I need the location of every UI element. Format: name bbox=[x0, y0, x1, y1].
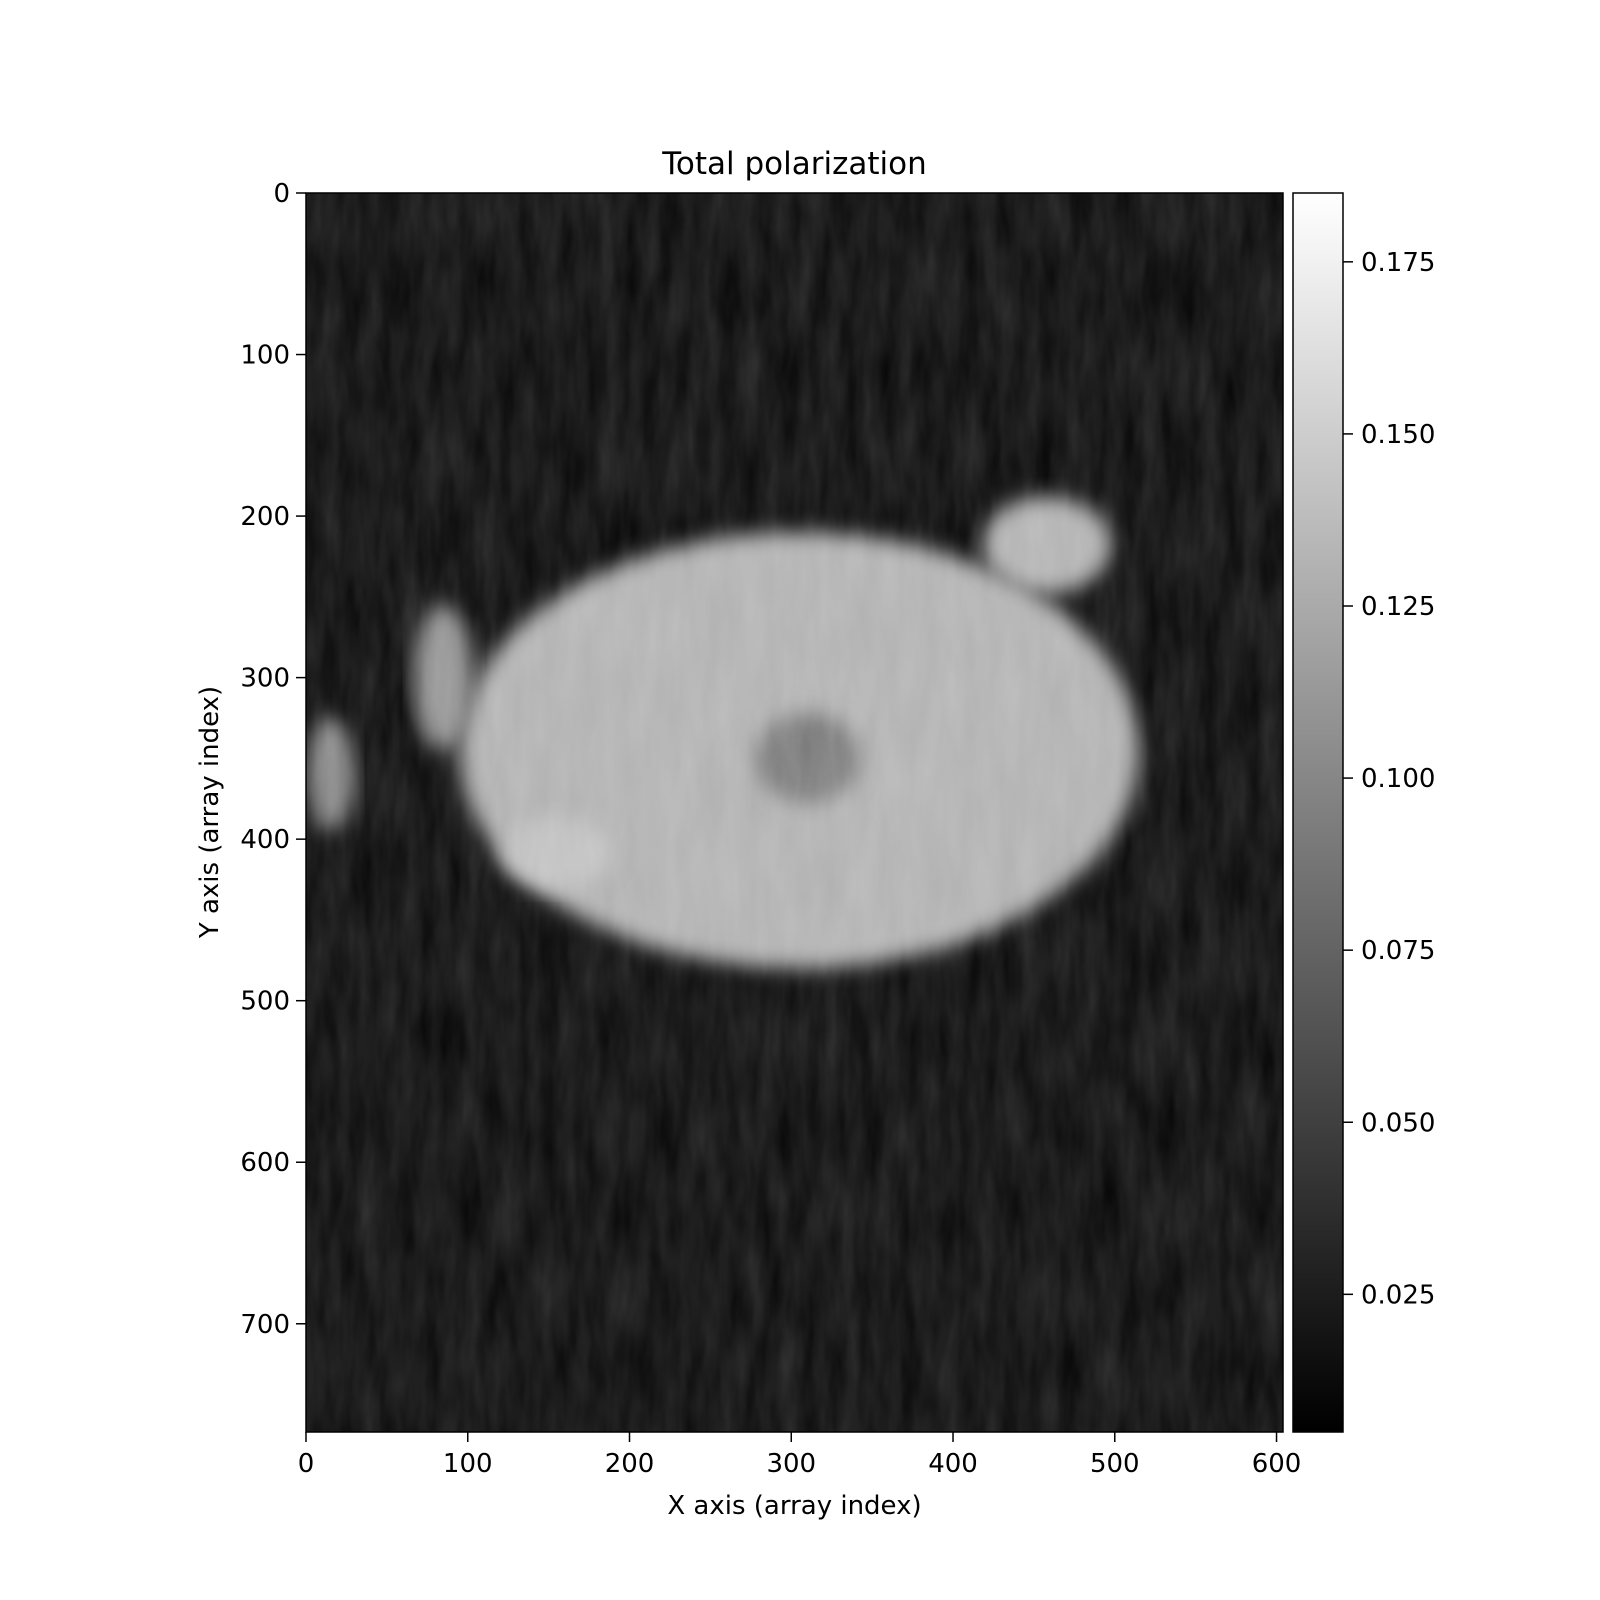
x-tick-label: 600 bbox=[1252, 1449, 1302, 1479]
y-tick-label: 200 bbox=[240, 502, 290, 532]
colorbar-tick-label: 0.050 bbox=[1361, 1108, 1435, 1138]
x-tick-label: 0 bbox=[298, 1449, 315, 1479]
x-tick-label: 500 bbox=[1090, 1449, 1140, 1479]
y-tick-label: 500 bbox=[240, 987, 290, 1017]
y-tick-label: 400 bbox=[240, 825, 290, 855]
colorbar-tick-label: 0.075 bbox=[1361, 936, 1435, 966]
y-tick-label: 100 bbox=[240, 341, 290, 371]
y-axis: 0 100 200 300 400 500 600 700 bbox=[240, 179, 306, 1340]
colorbar bbox=[1292, 192, 1344, 1433]
heatmap-texture bbox=[306, 193, 1283, 1432]
y-tick-label: 300 bbox=[240, 664, 290, 694]
y-tick-label: 700 bbox=[240, 1310, 290, 1340]
x-axis-label: X axis (array index) bbox=[667, 1491, 921, 1521]
colorbar-tick-label: 0.125 bbox=[1361, 592, 1435, 622]
x-tick-label: 100 bbox=[443, 1449, 493, 1479]
chart-title: Total polarization bbox=[661, 146, 927, 182]
colorbar-tick-label: 0.025 bbox=[1361, 1280, 1435, 1310]
x-tick-label: 200 bbox=[605, 1449, 655, 1479]
y-tick-label: 0 bbox=[273, 179, 290, 209]
colorbar-axis: 0.025 0.050 0.075 0.100 0.125 0.150 0.175 bbox=[1343, 248, 1435, 1310]
colorbar-tick-label: 0.150 bbox=[1361, 420, 1435, 450]
heatmap-image bbox=[306, 193, 1283, 1432]
colorbar-tick-label: 0.175 bbox=[1361, 248, 1435, 278]
x-axis: 0 100 200 300 400 500 600 bbox=[298, 1432, 1302, 1479]
y-tick-label: 600 bbox=[240, 1148, 290, 1178]
colorbar-tick-label: 0.100 bbox=[1361, 764, 1435, 794]
y-axis-label: Y axis (array index) bbox=[195, 686, 225, 939]
x-tick-label: 300 bbox=[766, 1449, 816, 1479]
plot-frame bbox=[305, 192, 1284, 1433]
x-tick-label: 400 bbox=[928, 1449, 978, 1479]
